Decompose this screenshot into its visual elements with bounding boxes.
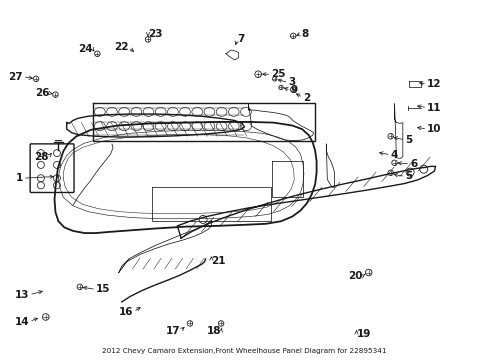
Text: 5: 5 xyxy=(405,135,412,145)
Text: 28: 28 xyxy=(34,152,49,162)
Text: 5: 5 xyxy=(405,171,412,181)
Text: 27: 27 xyxy=(8,72,23,82)
Text: 10: 10 xyxy=(427,124,441,134)
Text: 13: 13 xyxy=(15,290,29,300)
Text: 3: 3 xyxy=(288,77,295,87)
Text: 14: 14 xyxy=(15,317,29,327)
Text: 7: 7 xyxy=(237,35,244,44)
Text: 24: 24 xyxy=(78,44,92,54)
Text: 17: 17 xyxy=(165,325,180,336)
Text: 18: 18 xyxy=(206,325,221,336)
Text: 12: 12 xyxy=(427,79,441,89)
Text: 15: 15 xyxy=(96,284,110,294)
Text: 6: 6 xyxy=(409,159,417,169)
Text: 23: 23 xyxy=(148,29,162,39)
Text: 2012 Chevy Camaro Extension,Front Wheelhouse Panel Diagram for 22895341: 2012 Chevy Camaro Extension,Front Wheelh… xyxy=(102,348,386,354)
Text: 11: 11 xyxy=(427,103,441,113)
Text: 2: 2 xyxy=(303,93,309,103)
Text: 19: 19 xyxy=(356,329,370,339)
Text: 26: 26 xyxy=(35,88,50,98)
Text: 21: 21 xyxy=(211,256,225,266)
Text: 16: 16 xyxy=(119,307,133,317)
Text: 1: 1 xyxy=(16,173,23,183)
Text: 25: 25 xyxy=(271,69,285,79)
Text: 4: 4 xyxy=(390,150,397,160)
Text: 9: 9 xyxy=(290,85,297,95)
Text: 20: 20 xyxy=(347,271,362,281)
Text: 22: 22 xyxy=(114,42,128,52)
Text: 8: 8 xyxy=(301,29,308,39)
